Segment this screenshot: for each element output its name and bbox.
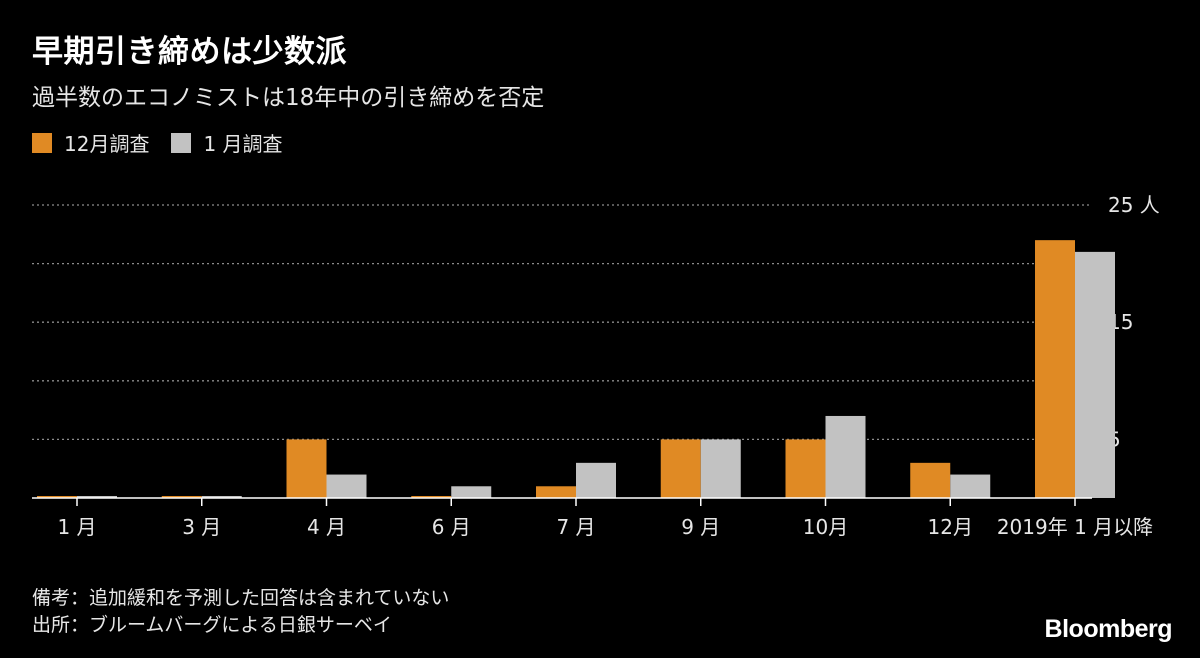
legend-label-december: 12月調査 (64, 132, 150, 156)
x-tick-label-5: 9 月 (681, 515, 720, 539)
bar-december-4 (536, 486, 576, 498)
bar-january-7 (950, 474, 991, 498)
x-tick-label-6: 10月 (803, 515, 848, 539)
bar-december-5 (660, 439, 701, 498)
x-tick-label-4: 7 月 (556, 515, 595, 539)
x-tick-label-2: 4 月 (307, 515, 346, 539)
legend-label-january: 1 月調査 (203, 132, 283, 156)
x-tick-label-3: 6 月 (432, 515, 471, 539)
x-tick-label-0: 1 月 (57, 515, 96, 539)
bar-december-0 (37, 496, 77, 498)
bar-december-2 (286, 439, 327, 498)
bar-january-5 (700, 439, 741, 498)
x-tick-label-7: 12月 (928, 515, 973, 539)
bar-january-0 (77, 496, 117, 498)
bar-january-6 (825, 415, 866, 498)
x-tick-label-8: 2019年 1 月以降 (997, 515, 1153, 539)
x-tick-label-1: 3 月 (182, 515, 221, 539)
note-text: 備考：追加緩和を予測した回答は含まれていない (32, 587, 450, 609)
chart-subtitle: 過半数のエコノミストは18年中の引き締めを否定 (32, 85, 545, 111)
source-text: 出所：ブルームバーグによる日銀サーベイ (32, 614, 392, 636)
bar-december-3 (411, 496, 452, 498)
bar-january-2 (326, 474, 367, 498)
bar-december-1 (161, 496, 202, 498)
bloomberg-logo: Bloomberg (1044, 615, 1173, 643)
bar-december-7 (910, 462, 951, 498)
legend-swatch-january (171, 132, 192, 153)
bar-january-1 (201, 496, 242, 498)
bar-december-6 (785, 439, 826, 498)
y-tick-label-25: 25 人 (1108, 193, 1160, 217)
legend: 12月調査 1 月調査 (32, 128, 305, 157)
bar-january-8 (1075, 251, 1115, 498)
legend-item-december: 12月調査 (32, 128, 149, 157)
footnotes: 備考：追加緩和を予測した回答は含まれていない 出所：ブルームバーグによる日銀サー… (32, 585, 449, 639)
legend-swatch-december (32, 132, 52, 153)
bar-january-3 (451, 486, 492, 498)
chart-title: 早期引き締めは少数派 (32, 34, 347, 70)
legend-item-january: 1 月調査 (171, 128, 283, 157)
bar-december-8 (1035, 240, 1075, 498)
bar-january-4 (576, 462, 616, 498)
